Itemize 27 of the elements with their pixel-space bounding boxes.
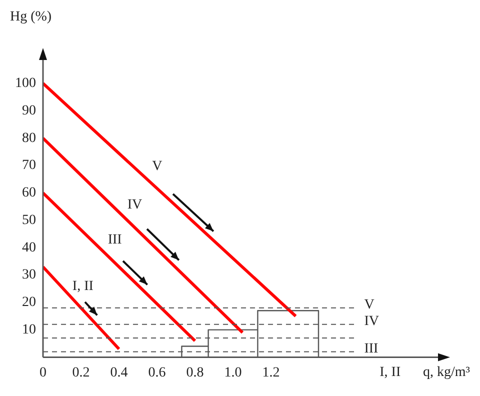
text: I, II bbox=[380, 364, 401, 380]
x-tick-label: 0.6 bbox=[148, 365, 166, 380]
ref-line-label: III bbox=[364, 341, 379, 356]
x-axis-title: q, kg/m³ bbox=[423, 364, 470, 380]
y-tick-label: 30 bbox=[22, 268, 36, 283]
y-tick-label: 50 bbox=[22, 212, 36, 228]
y-tick-label: 80 bbox=[22, 130, 36, 146]
x-tick-label: 0.2 bbox=[72, 365, 90, 380]
x-tick-label: 0.8 bbox=[186, 365, 204, 380]
x-tick-label: 1.2 bbox=[262, 365, 280, 380]
x-tick-label: 0 bbox=[40, 365, 46, 380]
y-tick-label: 10 bbox=[22, 322, 36, 338]
x-tick-label: 1.0 bbox=[224, 365, 242, 380]
series-label: IV bbox=[127, 197, 142, 212]
y-tick-label: 40 bbox=[22, 240, 36, 256]
series-label: I, II bbox=[72, 279, 94, 294]
y-tick-label: 60 bbox=[22, 186, 36, 201]
y-tick-label: 100 bbox=[15, 76, 36, 92]
ref-line-label: IV bbox=[364, 314, 379, 330]
y-tick-label: 20 bbox=[22, 295, 36, 310]
series-label: V bbox=[152, 158, 162, 174]
y-tick-label: 70 bbox=[22, 158, 36, 174]
ref-line-label: V bbox=[364, 298, 374, 313]
series-label: III bbox=[108, 232, 122, 248]
x-tick-label: 0.4 bbox=[110, 365, 128, 380]
y-tick-label: 90 bbox=[22, 103, 36, 118]
y-axis-title: Hg (%) bbox=[10, 10, 52, 25]
